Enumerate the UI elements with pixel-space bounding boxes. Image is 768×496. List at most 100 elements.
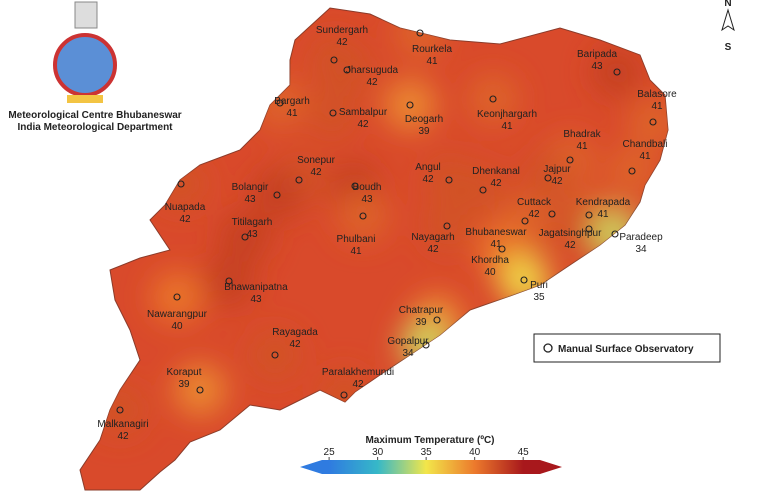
station-name: Nawarangpur xyxy=(147,309,208,320)
station-marker xyxy=(406,101,414,109)
station-marker xyxy=(544,174,552,182)
header-subtitle: India Meteorological Department xyxy=(17,122,173,133)
station-name: Nuapada xyxy=(165,202,206,213)
temperature-blob xyxy=(307,87,359,139)
station-temp: 43 xyxy=(244,194,256,205)
station-temp: 42 xyxy=(551,176,563,187)
station-marker xyxy=(585,211,593,219)
temperature-blob xyxy=(606,145,658,197)
color-bar-tick-label: 45 xyxy=(518,447,530,458)
station-name: Bhawanipatna xyxy=(224,282,288,293)
station-marker xyxy=(498,245,506,253)
station-marker xyxy=(548,210,556,218)
station-name: Kendrapada xyxy=(576,197,631,208)
station-name: Sonepur xyxy=(297,155,335,166)
station-marker xyxy=(628,167,636,175)
station-name: Jagatsinghpur xyxy=(539,228,602,239)
station-temp: 41 xyxy=(501,121,513,132)
station-marker xyxy=(416,29,424,37)
temperature-field xyxy=(94,8,668,436)
station-temp: 41 xyxy=(651,101,663,112)
station-name: Sambalpur xyxy=(339,107,388,118)
station-name: Balasore xyxy=(637,89,677,100)
header-title: Meteorological Centre Bhubaneswar xyxy=(8,110,181,121)
station-temp: 42 xyxy=(352,379,364,390)
color-bar-tick-label: 25 xyxy=(324,447,336,458)
station-marker xyxy=(273,191,281,199)
station-name: Gopalpur xyxy=(387,336,429,347)
station-name: Keonjhargarh xyxy=(477,109,537,120)
station-marker xyxy=(295,176,303,184)
station-marker xyxy=(521,217,529,225)
legend: Manual Surface Observatory xyxy=(533,333,721,363)
station-temp: 41 xyxy=(490,239,502,250)
station-temp: 42 xyxy=(490,178,502,189)
station-name: Dhenkanal xyxy=(472,166,520,177)
temperature-blob xyxy=(421,200,473,252)
temperature-blob xyxy=(249,329,301,381)
station-name: Baripada xyxy=(577,49,617,60)
station-marker xyxy=(489,95,497,103)
station-name: Rourkela xyxy=(412,44,452,55)
compass-north: N xyxy=(724,0,731,9)
station-marker xyxy=(613,68,621,76)
station-temp: 43 xyxy=(361,194,373,205)
station-temp: 42 xyxy=(336,37,348,48)
station-name: Chandbali xyxy=(622,139,667,150)
temperature-blob xyxy=(591,46,643,98)
station-temp: 42 xyxy=(179,214,191,225)
station-name: Puri xyxy=(530,280,548,291)
color-bar-tick-label: 40 xyxy=(469,447,481,458)
station-marker xyxy=(343,66,351,74)
station-marker xyxy=(271,351,279,359)
station-marker xyxy=(340,391,348,399)
station-labels: Sundergarh42Rourkela41Jharsuguda42Bargar… xyxy=(97,25,677,442)
station-marker xyxy=(225,277,233,285)
station-marker xyxy=(520,276,528,284)
station-temp: 42 xyxy=(422,174,434,185)
station-name: Malkanagiri xyxy=(97,419,148,430)
color-bar-tick-label: 30 xyxy=(372,447,384,458)
temperature-blob xyxy=(627,96,668,148)
station-name: Angul xyxy=(415,162,441,173)
temperature-blob xyxy=(174,364,226,416)
scale-title: Maximum Temperature (ºC) xyxy=(365,435,494,446)
station-temp: 42 xyxy=(528,209,540,220)
station-marker xyxy=(177,180,185,188)
station-name: Bargarh xyxy=(274,96,310,107)
emblem xyxy=(53,1,117,103)
station-marker xyxy=(443,222,451,230)
station-temp: 40 xyxy=(484,267,496,278)
color-bar-fill xyxy=(300,460,562,474)
station-marker xyxy=(276,99,284,107)
station-temp: 42 xyxy=(310,167,322,178)
station-temp: 35 xyxy=(533,292,545,303)
station-temp: 42 xyxy=(289,339,301,350)
station-temp: 43 xyxy=(591,61,603,72)
station-marker xyxy=(611,230,619,238)
station-temp: 42 xyxy=(357,119,369,130)
station-temp: 41 xyxy=(350,246,362,257)
station-name: Cuttack xyxy=(517,197,552,208)
temperature-blob xyxy=(423,154,475,206)
temperature-blob xyxy=(467,73,519,125)
temperature-blob xyxy=(384,79,436,131)
station-marker xyxy=(479,186,487,194)
station-temp: 39 xyxy=(178,379,190,390)
station-marker xyxy=(566,156,574,164)
station-marker xyxy=(196,386,204,394)
station-marker xyxy=(445,176,453,184)
station-temp: 41 xyxy=(639,151,651,162)
station-name: Nayagarh xyxy=(411,232,454,243)
state-map: Sundergarh42Rourkela41Jharsuguda42Bargar… xyxy=(79,7,677,491)
station-name: Khordha xyxy=(471,255,509,266)
state-fill xyxy=(79,7,669,491)
station-name: Koraput xyxy=(166,367,201,378)
station-temp: 42 xyxy=(117,431,129,442)
station-temp: 42 xyxy=(427,244,439,255)
station-marker xyxy=(422,341,430,349)
station-temp: 39 xyxy=(415,317,427,328)
station-name: Bhubaneswar xyxy=(465,227,527,238)
station-temp: 41 xyxy=(426,56,438,67)
